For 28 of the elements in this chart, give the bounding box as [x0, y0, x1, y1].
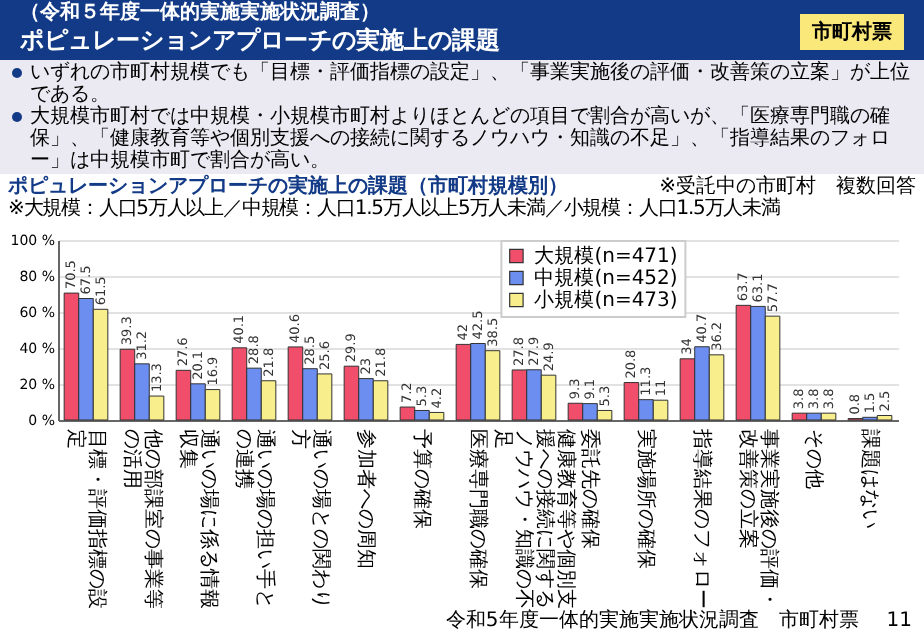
- x-tick-label: 健康教育等や個別支援への接続に関するノウハウ・知識の不足: [490, 429, 578, 609]
- text: 大規模市町村では中規模・小規模市町村よりほとんどの項目で割合が高いが、「医療専門職の確保」、「健康教育等や個別支援への接続に関するノウハウ・知識の不足」、「指導結果のフォロー」は中規模市町で割合が高い。: [8, 106, 916, 172]
- x-tick-label: 通いの場の担い手との連携: [231, 429, 277, 609]
- x-tick-label: 通いの場に係る情報収集: [175, 429, 221, 609]
- legend-label: 大規模(n=471): [534, 244, 678, 268]
- x-tick-label: 予算の確保: [410, 429, 434, 529]
- x-tick-label: 課題はない: [858, 429, 882, 529]
- text: ポピュレーションアプローチの実施上の課題（市町村規模別）: [8, 176, 568, 198]
- x-tick-label: 参加者への周知: [354, 429, 378, 569]
- chart-subtitle: （令和５年度一体的実施実施状況調査）: [20, 2, 380, 24]
- x-tick-label: 指導結果のフォロー: [690, 427, 714, 609]
- chart-title: ポピュレーションアプローチの実施上の課題: [20, 26, 500, 54]
- text: 市町村票: [800, 14, 904, 50]
- x-tick-label: 医療専門職の確保: [466, 429, 490, 589]
- text: ※受託中の市町村 複数回答: [659, 176, 916, 198]
- x-tick-label: 実施場所の確保: [634, 429, 658, 569]
- text: いずれの市町村規模でも「目標・評価指標の設定」、「事業実施後の評価・改善策の立案」が上位である。: [8, 62, 916, 106]
- legend-label: 中規模(n=452): [534, 266, 678, 290]
- x-tick-label: 委託先の確保: [578, 429, 602, 549]
- x-tick-label: その他: [802, 429, 826, 489]
- x-tick-label: 目標・評価指標の設定: [63, 429, 109, 609]
- legend-label: 小規模(n=473): [534, 288, 678, 312]
- text: ※大規模：人口5万人以上／中規模：人口1.5万人以上5万人未満／小規模：人口1.5万人未満: [6, 198, 782, 220]
- text: 11: [886, 610, 912, 632]
- x-tick-label: 他の部課室の事業等の活用: [119, 429, 165, 609]
- x-tick-label: 通いの場との関わり方: [287, 429, 333, 609]
- x-tick-label: 事業実施後の評価・改善策の立案: [735, 429, 781, 609]
- text: 令和5年度一体的実施実施状況調査 市町村票: [445, 610, 859, 632]
